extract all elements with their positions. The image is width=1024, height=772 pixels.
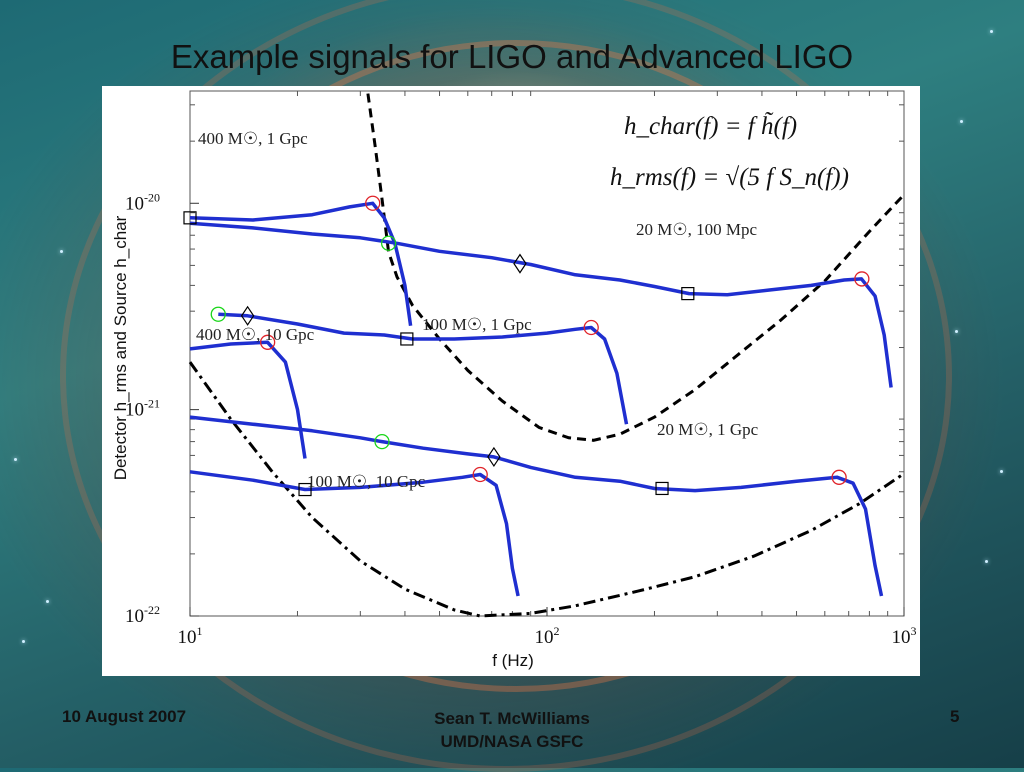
signal-curve	[189, 221, 893, 388]
series-label: 20 M☉, 100 Mpc	[636, 220, 757, 239]
footer-author-name: Sean T. McWilliams	[434, 709, 590, 728]
footer-author-affiliation: UMD/NASA GSFC	[440, 732, 584, 751]
y-tick-label: 10-21	[125, 397, 160, 421]
noise-curves	[188, 93, 906, 618]
labels: 400 M☉, 1 Gpc 20 M☉, 100 Mpc 100 M☉, 1 Gpc…	[196, 112, 849, 491]
signal-curve	[189, 470, 520, 597]
green-circle-marker	[374, 433, 390, 450]
equation-hchar: h_char(f) = f h̃(f)	[624, 112, 797, 140]
chart: 101 102 103 10-22 10-21 10-20 f (Hz) Detector h…	[111, 90, 917, 670]
markers	[183, 195, 870, 497]
series-label: 20 M☉, 1 Gpc	[657, 420, 759, 439]
noise-curve-advanced-ligo	[188, 361, 905, 618]
diamond-marker	[513, 253, 527, 274]
y-axis-label: Detector h_rms and Source h_char	[111, 215, 130, 480]
red-circle-marker	[831, 469, 847, 485]
page-number: 5	[950, 707, 960, 726]
chart-panel: 101 102 103 10-22 10-21 10-20 f (Hz) Detector h…	[102, 86, 920, 676]
series-label: 400 M☉, 1 Gpc	[198, 129, 308, 148]
diamond-marker	[487, 446, 501, 468]
red-circle-marker	[365, 195, 381, 211]
square-marker	[655, 481, 669, 496]
signal-curve	[218, 312, 629, 425]
red-circle-marker	[854, 271, 870, 287]
square-marker	[298, 482, 312, 497]
diamond-marker	[240, 305, 255, 326]
slide-title: Example signals for LIGO and Advanced LI…	[170, 38, 854, 75]
x-tick-label: 102	[535, 624, 560, 648]
signal-curve	[189, 201, 413, 326]
footer-date: 10 August 2007	[62, 707, 187, 726]
red-circle-marker	[472, 466, 488, 483]
square-marker	[400, 332, 414, 346]
red-circle-marker	[583, 319, 599, 336]
noise-curve-ligo	[366, 93, 906, 442]
green-circle-marker	[210, 306, 226, 322]
equation-hrms: h_rms(f) = √(5 f S_n(f))	[610, 164, 849, 191]
x-tick-label: 103	[892, 624, 917, 648]
axes: 101 102 103 10-22 10-21 10-20 f (Hz) Detector h…	[111, 90, 917, 670]
y-tick-label: 10-22	[125, 603, 160, 627]
series-label: 100 M☉, 1 Gpc	[422, 315, 532, 334]
footer-author: Sean T. McWilliams UMD/NASA GSFC	[0, 707, 1024, 753]
square-marker	[681, 287, 695, 301]
x-axis-label: f (Hz)	[492, 651, 534, 670]
red-circle-marker	[259, 334, 276, 350]
signal-curve	[189, 340, 307, 459]
signal-curves	[189, 201, 893, 597]
green-circle-marker	[380, 235, 397, 251]
y-tick-label: 10-20	[125, 190, 160, 214]
x-tick-label: 101	[178, 624, 203, 648]
series-label: 400 M☉, 10 Gpc	[196, 325, 315, 344]
signal-curve	[189, 415, 884, 597]
series-label: 100 M☉, 10 Gpc	[307, 472, 426, 491]
square-marker	[183, 211, 197, 225]
